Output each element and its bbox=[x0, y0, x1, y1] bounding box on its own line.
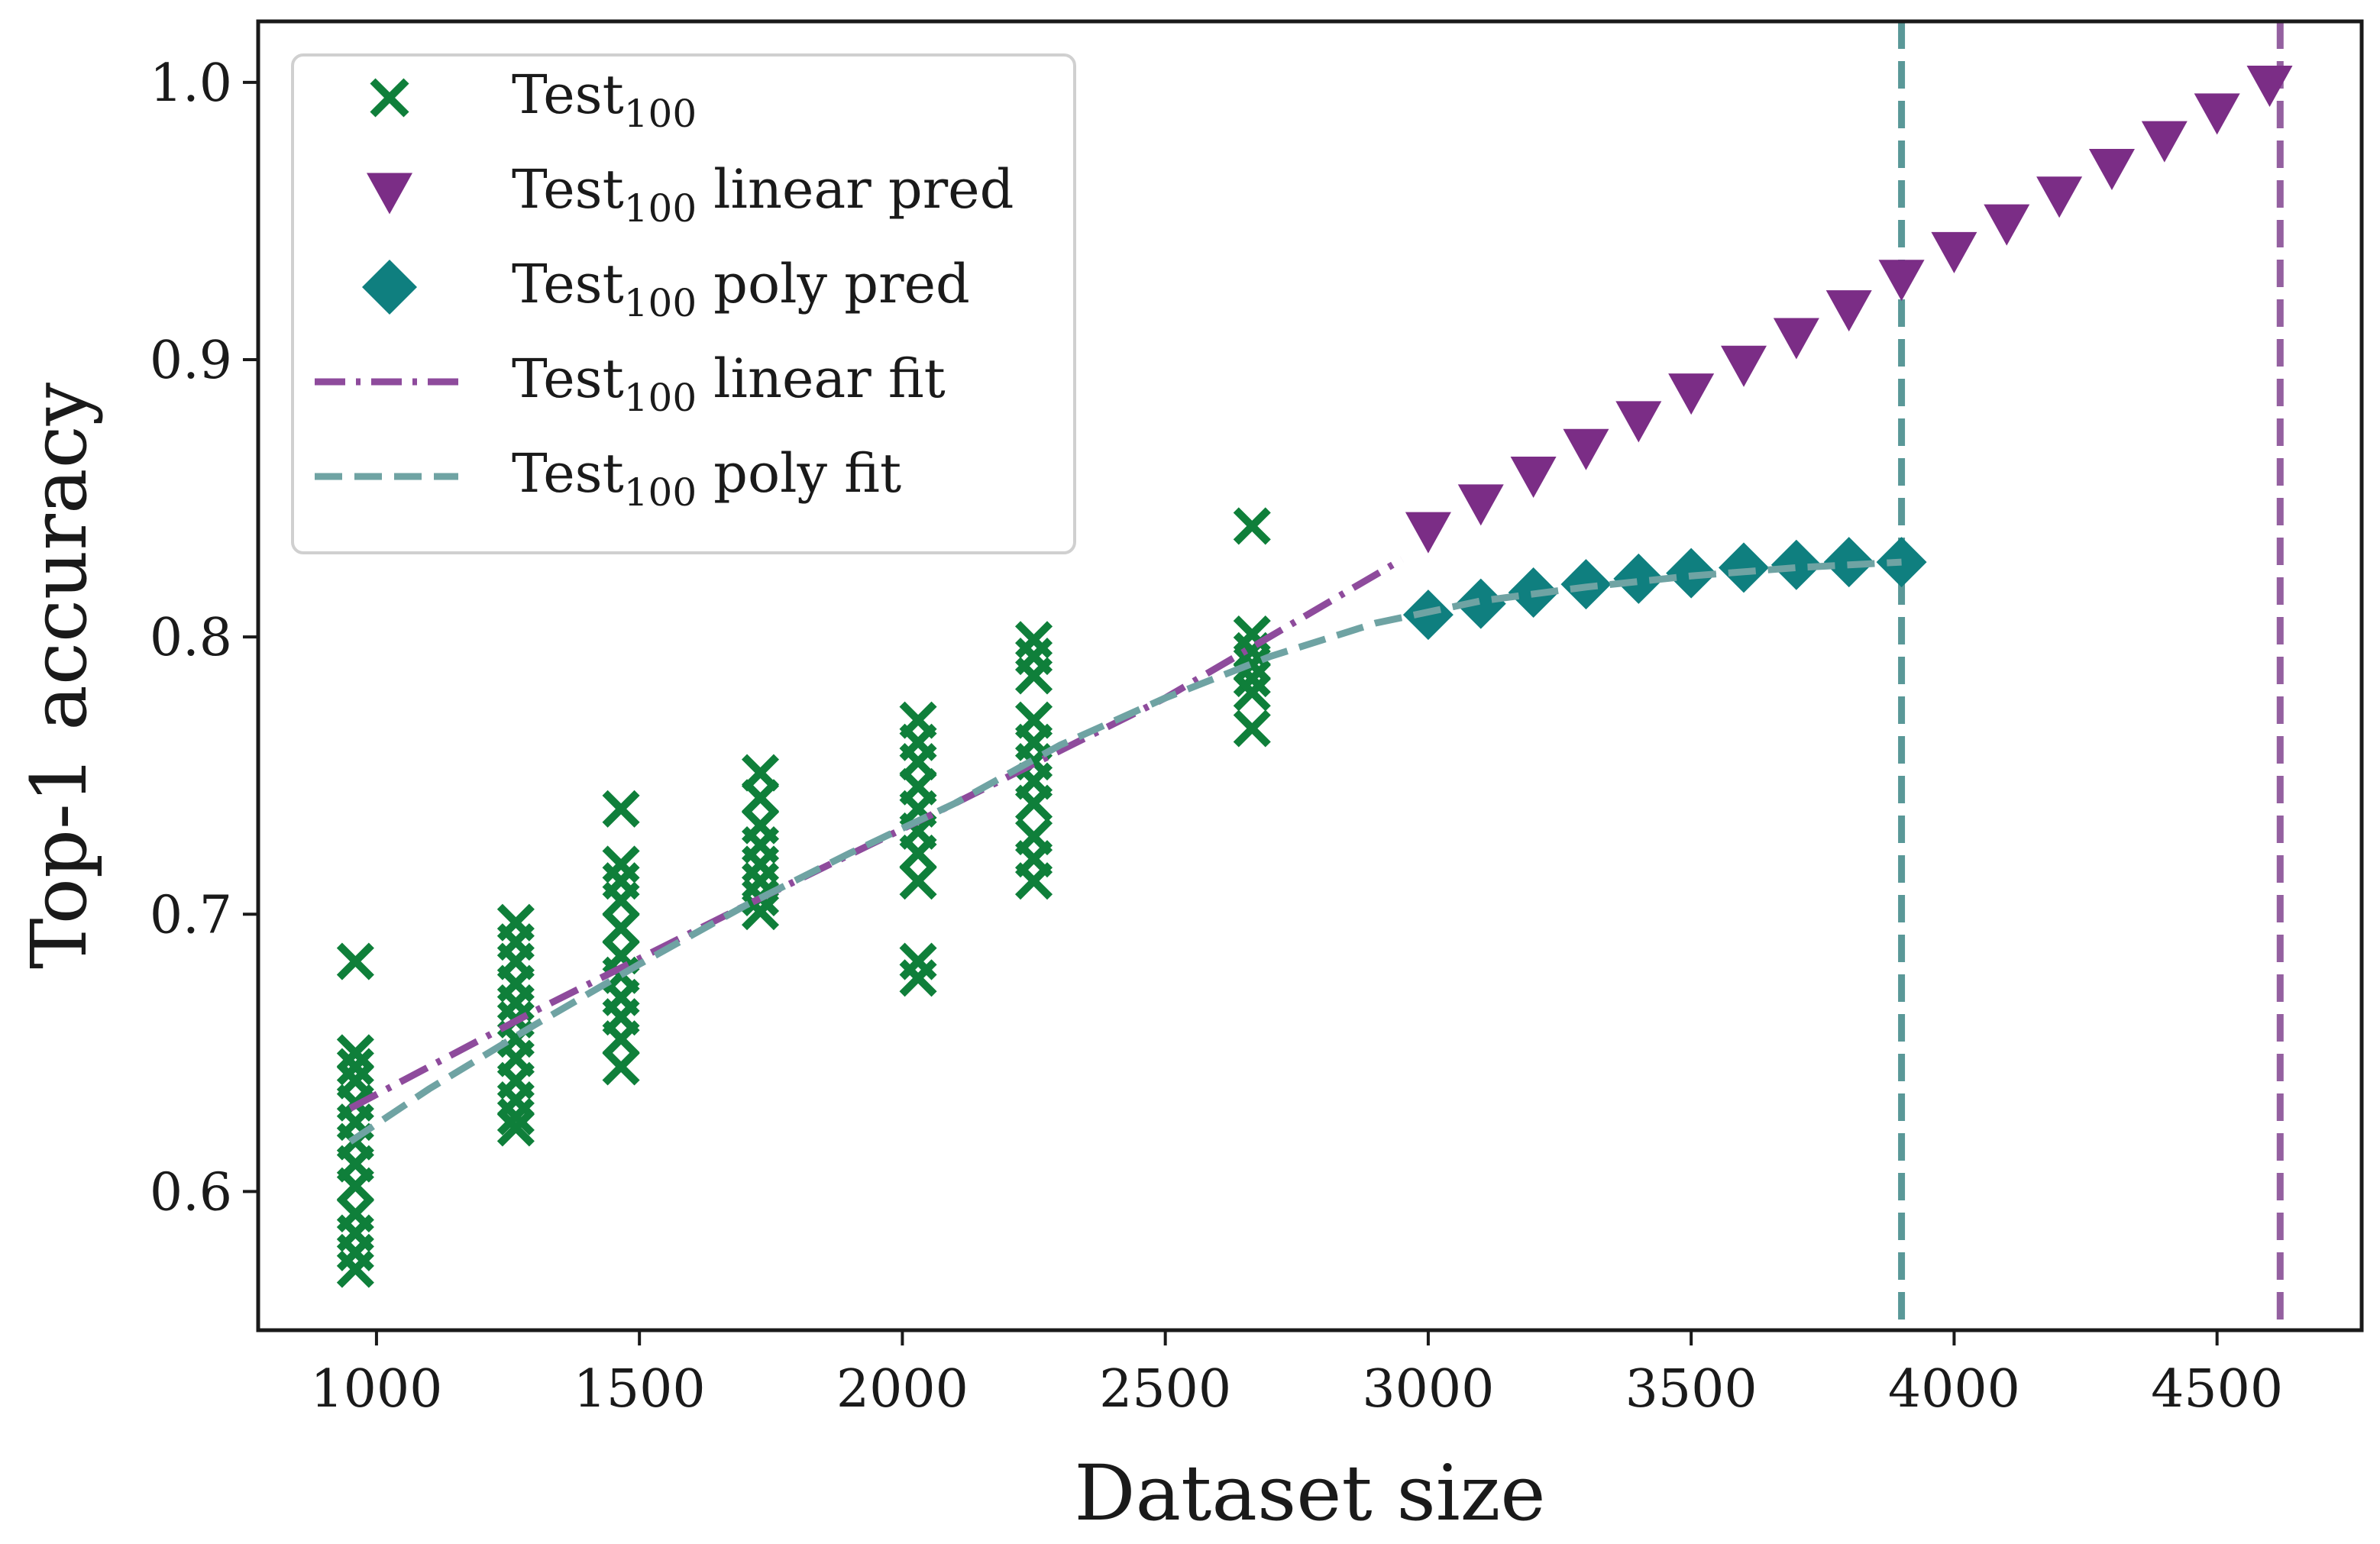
linear-pred-point bbox=[1825, 290, 1872, 332]
linear-pred-point bbox=[1668, 373, 1715, 415]
y-tick-label: 0.8 bbox=[150, 608, 232, 668]
linear-fit-line bbox=[348, 556, 1404, 1112]
linear-pred-point bbox=[1773, 318, 1819, 360]
linear-pred-point bbox=[2141, 121, 2188, 163]
poly-pred-point bbox=[1613, 553, 1664, 604]
x-axis: 1000 1500 2000 2500 3000 3500 4000 4500 bbox=[310, 1330, 2283, 1420]
linear-pred-point bbox=[2088, 148, 2135, 190]
axes-frame bbox=[256, 19, 2364, 1332]
test-point bbox=[1233, 709, 1271, 748]
y-axis-label: Top-1 accuracy bbox=[15, 382, 104, 969]
linear-pred-point bbox=[1510, 457, 1557, 499]
poly-pred-point bbox=[1719, 542, 1770, 593]
test-point bbox=[741, 893, 780, 931]
test-point bbox=[741, 845, 780, 883]
test-point bbox=[496, 984, 535, 1022]
poly-fit-line bbox=[348, 558, 1902, 1145]
x-tick-label: 2500 bbox=[1099, 1359, 1231, 1420]
test-point bbox=[602, 1020, 640, 1058]
linear-pred-point bbox=[1878, 260, 1925, 302]
linear-pred-point bbox=[1984, 204, 2030, 246]
test-point bbox=[899, 834, 937, 872]
x-tick-label: 3000 bbox=[1362, 1359, 1494, 1420]
test-point bbox=[899, 862, 937, 900]
linear-pred-point bbox=[1563, 428, 1609, 470]
series-linear-pred bbox=[1405, 66, 2293, 554]
legend-label: Test100 poly fit bbox=[512, 442, 901, 515]
legend-item: Test100 linear fit bbox=[315, 347, 946, 420]
x-tick-label: 1000 bbox=[310, 1359, 442, 1420]
test-point bbox=[496, 1109, 535, 1147]
test-point bbox=[336, 1167, 374, 1205]
test-point bbox=[1233, 507, 1271, 545]
linear-pred-point bbox=[1931, 231, 1977, 273]
test-point bbox=[1015, 657, 1053, 695]
legend-poly-pred-icon bbox=[362, 260, 417, 315]
poly-pred-point bbox=[1455, 578, 1506, 629]
x-tick-label: 4500 bbox=[2151, 1359, 2283, 1420]
series-test bbox=[336, 507, 1271, 1288]
test-point bbox=[602, 881, 640, 919]
test-point bbox=[1015, 784, 1053, 822]
legend-label: Test100 bbox=[512, 63, 697, 136]
legend-item: Test100 poly fit bbox=[315, 442, 901, 515]
legend-box bbox=[291, 53, 1076, 554]
x-tick-label: 3500 bbox=[1625, 1359, 1758, 1420]
y-tick-label: 0.9 bbox=[150, 331, 232, 391]
linear-pred-point bbox=[2246, 66, 2293, 108]
series-poly-pred bbox=[1402, 537, 1927, 641]
test-point bbox=[336, 1233, 374, 1271]
plot-content bbox=[336, 21, 2293, 1330]
legend-label: Test100 poly pred bbox=[512, 253, 970, 325]
test-point bbox=[1015, 621, 1053, 659]
legend-label: Test100 linear pred bbox=[512, 158, 1014, 231]
legend-test-icon bbox=[370, 78, 409, 118]
linear-pred-point bbox=[1615, 401, 1662, 443]
test-point bbox=[602, 790, 640, 828]
y-tick-label: 0.6 bbox=[150, 1162, 232, 1223]
test-point bbox=[336, 942, 374, 980]
linear-pred-point bbox=[1721, 345, 1767, 387]
legend-item: Test100 linear pred bbox=[367, 158, 1014, 231]
linear-pred-point bbox=[1457, 484, 1504, 526]
y-tick-label: 0.7 bbox=[150, 885, 232, 945]
legend-item: Test100 poly pred bbox=[362, 253, 970, 325]
y-axis: 0.6 0.7 0.8 0.9 1.0 bbox=[150, 53, 258, 1223]
test-point bbox=[1233, 673, 1271, 712]
test-point bbox=[602, 1048, 640, 1086]
legend-item: Test100 bbox=[370, 63, 697, 136]
x-tick-label: 4000 bbox=[1888, 1359, 2020, 1420]
test-point bbox=[336, 1048, 374, 1086]
test-point bbox=[741, 779, 780, 817]
legend-linear-pred-icon bbox=[367, 173, 412, 215]
test-point bbox=[1233, 645, 1271, 684]
test-point bbox=[899, 959, 937, 997]
test-point bbox=[602, 845, 640, 883]
test-point bbox=[1233, 615, 1271, 654]
linear-pred-point bbox=[1405, 512, 1451, 554]
linear-pred-point bbox=[2194, 93, 2240, 135]
test-point bbox=[336, 1250, 374, 1288]
legend: Test100 Test100 linear pred Test100 poly pre… bbox=[291, 53, 1076, 554]
test-point bbox=[899, 942, 937, 980]
test-point bbox=[1015, 862, 1053, 900]
test-point bbox=[336, 1034, 374, 1072]
test-point bbox=[496, 1097, 535, 1135]
x-tick-label: 2000 bbox=[836, 1359, 968, 1420]
legend-label: Test100 linear fit bbox=[512, 347, 946, 420]
poly-pred-point bbox=[1770, 539, 1822, 590]
linear-pred-point bbox=[2036, 176, 2083, 218]
x-axis-label: Dataset size bbox=[1074, 1449, 1545, 1538]
test-point bbox=[602, 909, 640, 947]
x-tick-label: 1500 bbox=[574, 1359, 706, 1420]
y-tick-label: 1.0 bbox=[150, 53, 232, 114]
